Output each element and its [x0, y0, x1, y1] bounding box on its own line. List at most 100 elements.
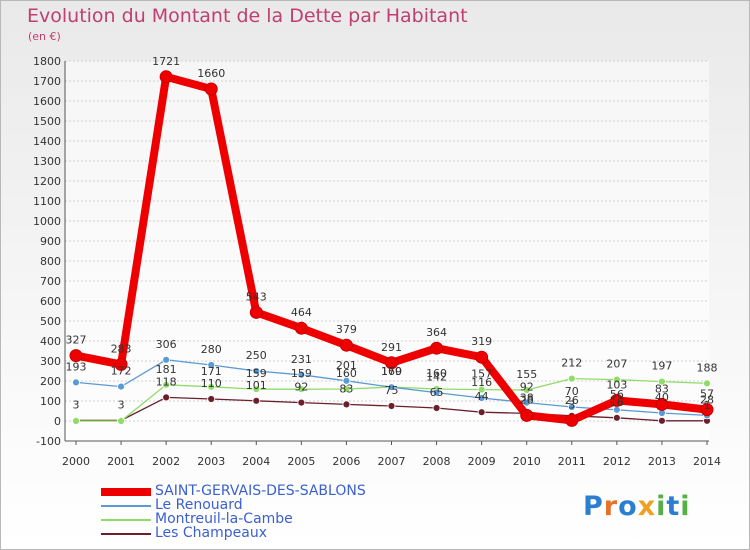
data-label: 280	[201, 343, 222, 356]
legend-label: Montreuil-la-Cambe	[155, 511, 293, 527]
data-point	[249, 305, 263, 319]
x-tick-label: 2011	[558, 455, 586, 468]
y-tick-label: 900	[40, 235, 61, 248]
data-point	[387, 402, 396, 410]
chart-subtitle: (en €)	[28, 30, 61, 43]
data-label: 40	[655, 391, 669, 404]
x-tick-label: 2008	[423, 455, 451, 468]
data-point	[162, 355, 171, 364]
data-point	[432, 388, 441, 397]
data-point	[522, 398, 531, 407]
data-label: 3	[118, 398, 125, 411]
legend-label: Le Renouard	[155, 497, 243, 513]
x-tick-label: 2013	[648, 455, 676, 468]
data-point	[117, 417, 125, 425]
data-label: 160	[336, 367, 357, 380]
data-label: 101	[246, 379, 267, 392]
data-label: 26	[565, 394, 579, 407]
data-point	[658, 377, 666, 386]
data-point	[117, 382, 125, 391]
data-point	[567, 403, 576, 411]
y-tick-label: 700	[40, 275, 61, 288]
data-point	[477, 385, 486, 394]
y-tick-label: 1600	[33, 95, 61, 108]
x-tick-label: 2004	[242, 455, 270, 468]
data-label: 464	[291, 306, 312, 319]
data-point	[475, 350, 489, 364]
y-tick-label: 1800	[33, 55, 61, 68]
y-tick-label: 400	[40, 335, 61, 348]
data-label: 28	[520, 393, 534, 406]
data-point	[612, 413, 621, 422]
x-tick-label: 2010	[513, 455, 541, 468]
data-label: 291	[381, 341, 402, 354]
y-tick-label: 600	[40, 295, 61, 308]
legend-swatch	[101, 533, 151, 535]
data-point	[207, 361, 216, 369]
data-point	[297, 370, 306, 379]
x-tick-label: 2000	[62, 455, 90, 468]
y-tick-label: 1000	[33, 215, 61, 228]
chart-title: Evolution du Montant de la Dette par Hab…	[27, 5, 468, 27]
y-tick-label: 100	[40, 395, 61, 408]
data-point	[252, 396, 261, 405]
data-label: 75	[385, 384, 399, 397]
data-point	[655, 397, 669, 411]
data-point	[703, 379, 711, 388]
data-point	[430, 341, 444, 355]
data-label: 364	[426, 326, 447, 339]
legend-label: SAINT-GERVAIS-DES-SABLONS	[155, 483, 366, 499]
data-point	[297, 398, 306, 407]
data-label: 169	[381, 365, 402, 378]
data-point	[294, 321, 308, 335]
data-point	[385, 356, 398, 370]
data-point	[477, 394, 486, 402]
data-point	[69, 349, 83, 363]
y-tick-label: 800	[40, 255, 61, 268]
data-label: 188	[697, 361, 718, 374]
grid	[65, 60, 709, 442]
data-label: 1721	[152, 55, 180, 68]
data-label: 159	[291, 367, 312, 380]
data-label: 116	[471, 376, 492, 389]
data-point	[522, 386, 531, 394]
data-label: 157	[471, 368, 492, 381]
y-tick-label: 1200	[33, 175, 61, 188]
x-tick-label: 2012	[603, 455, 631, 468]
data-label: 142	[426, 371, 447, 384]
data-label: 92	[294, 381, 308, 394]
data-label: 3	[568, 398, 575, 411]
data-point	[700, 403, 714, 417]
data-label: 543	[246, 290, 267, 303]
y-tick-label: 300	[40, 355, 61, 368]
data-label: 379	[336, 323, 357, 336]
data-label: 70	[565, 385, 579, 398]
x-tick-label: 2002	[152, 455, 180, 468]
data-label: 193	[66, 360, 87, 373]
x-tick-label: 2014	[693, 455, 721, 468]
legend-swatch	[101, 519, 151, 521]
data-point	[567, 374, 576, 383]
data-label: 65	[430, 386, 444, 399]
data-point	[610, 393, 624, 407]
y-tick-label: 200	[40, 375, 61, 388]
data-point	[159, 70, 173, 84]
data-label: 181	[156, 363, 177, 376]
data-point	[114, 357, 128, 371]
data-point	[297, 385, 306, 394]
data-point	[477, 408, 486, 417]
data-point	[658, 416, 666, 425]
data-label: 1	[704, 399, 711, 412]
data-label: 250	[246, 349, 267, 362]
data-label: 38	[520, 391, 534, 404]
data-point	[339, 338, 353, 352]
legend-swatch	[101, 488, 151, 496]
data-point	[252, 385, 261, 394]
data-point	[207, 382, 216, 391]
y-tick-label: 0	[54, 415, 61, 428]
data-point	[342, 400, 351, 409]
data-point	[612, 375, 621, 384]
plot-area	[65, 61, 709, 441]
